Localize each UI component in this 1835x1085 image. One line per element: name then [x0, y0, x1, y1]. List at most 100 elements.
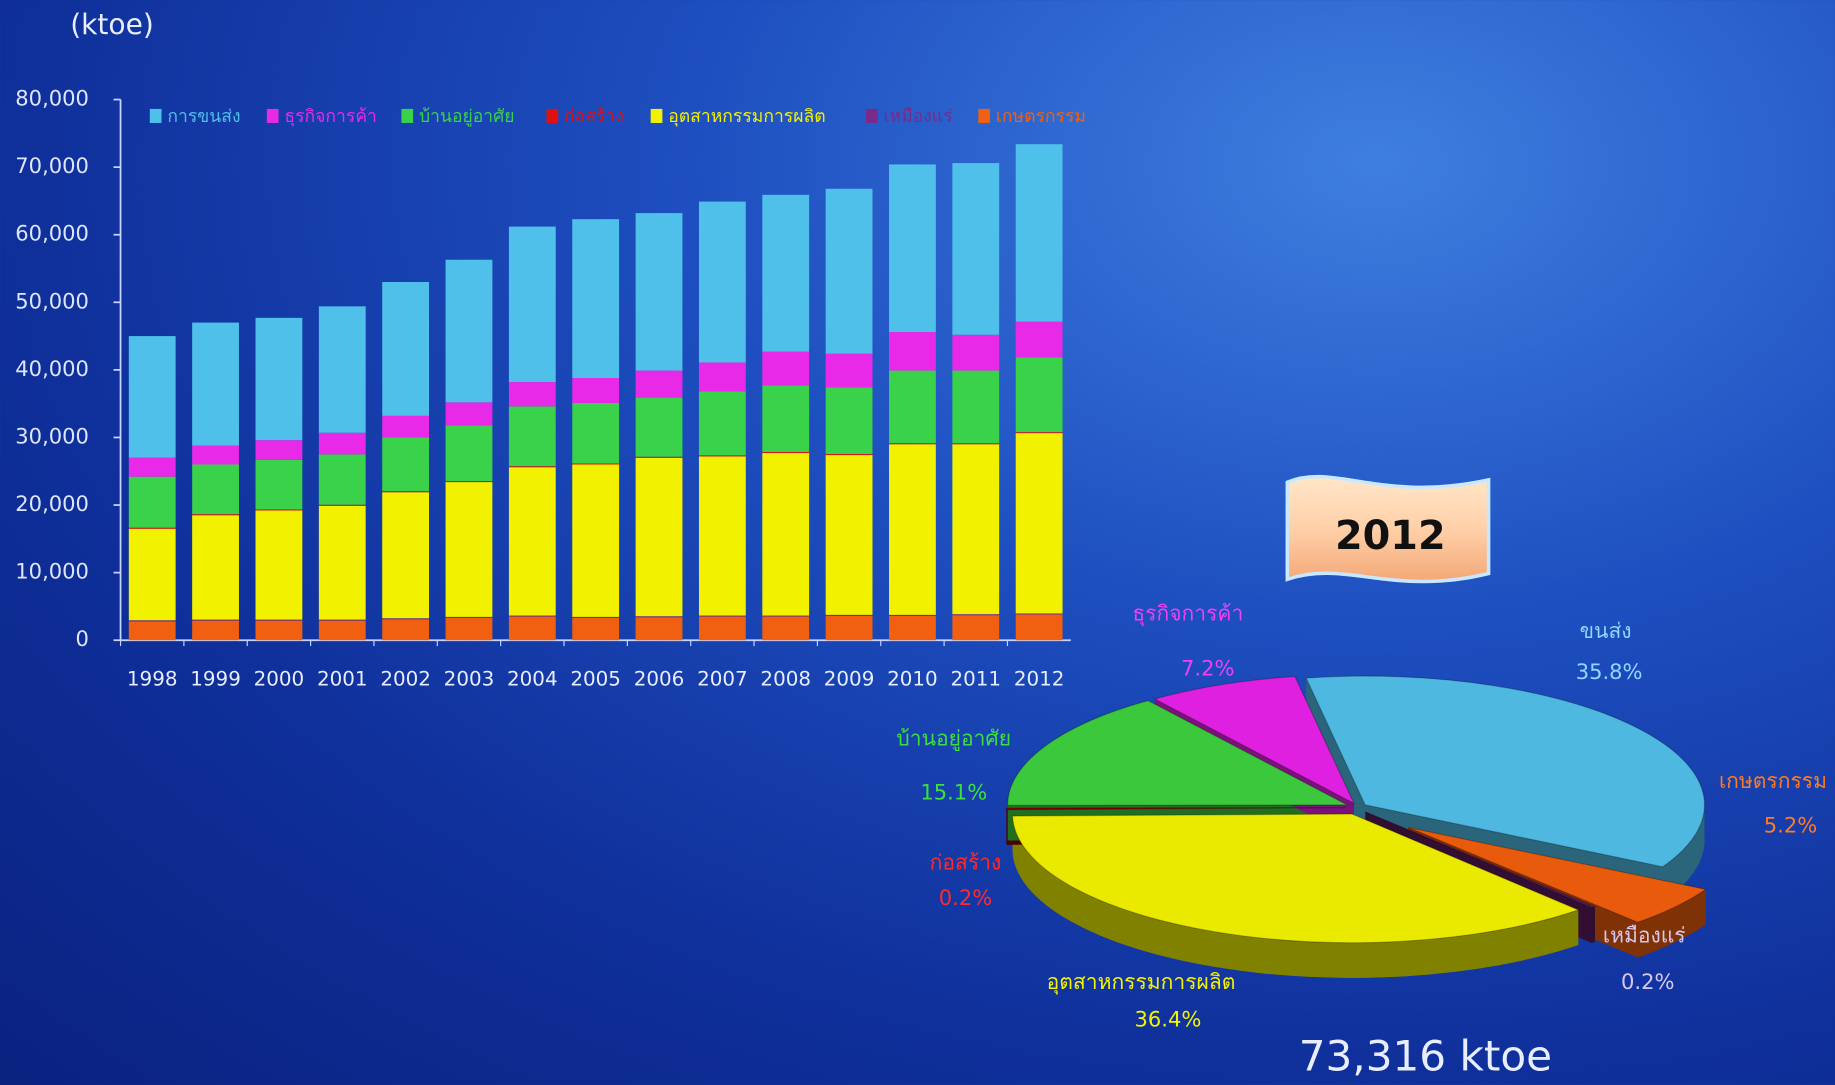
x-tick-label: 2002 — [380, 668, 431, 691]
bar-segment — [382, 437, 430, 492]
bar-segment — [762, 351, 810, 386]
bar-segment — [128, 476, 176, 528]
bar-segment — [825, 353, 873, 388]
y-tick-label: 0 — [76, 626, 89, 651]
bar-segment — [382, 282, 430, 416]
bar-segment — [318, 620, 366, 641]
y-tick-label: 40,000 — [15, 356, 89, 381]
bar-segment — [445, 481, 493, 483]
bar-segment — [445, 616, 493, 618]
bar-segment — [1015, 432, 1063, 434]
x-tick-label: 2005 — [570, 668, 621, 691]
bar-segment — [635, 617, 683, 641]
legend-swatch — [650, 108, 663, 123]
bar-segment — [635, 397, 683, 457]
pie-category-label: ขนส่ง — [1580, 618, 1632, 643]
bar-segment — [952, 370, 1000, 444]
bar-segment — [698, 615, 746, 617]
legend-swatch — [266, 108, 279, 123]
bar-segment — [192, 464, 239, 515]
bar-segment — [635, 616, 683, 618]
bar-segment — [445, 482, 493, 617]
legend-swatch — [401, 108, 414, 123]
bar-segment — [508, 467, 556, 616]
bar-segment — [825, 614, 873, 616]
bar-segment — [572, 463, 620, 465]
bar-segment — [318, 619, 366, 621]
legend-label: ก่อสร้าง — [564, 107, 624, 127]
x-tick-label: 2008 — [760, 668, 811, 691]
bar-segment — [889, 615, 936, 641]
bar-segment — [1015, 433, 1063, 614]
bar-segment — [382, 492, 430, 619]
bar-segment — [445, 259, 493, 403]
bar-segment — [128, 620, 176, 622]
bar-segment — [128, 527, 176, 529]
bar-segment — [572, 219, 620, 378]
bar-segment — [382, 619, 430, 641]
pie-value-label: 35.8% — [1576, 659, 1643, 684]
x-tick-label: 2000 — [254, 668, 305, 691]
pie-slice — [1407, 826, 1708, 923]
bar-segment — [128, 457, 176, 477]
bar-segment — [825, 615, 873, 641]
pie-category-label: ก่อสร้าง — [930, 850, 1002, 875]
bar-segment — [698, 391, 746, 456]
bar-segment — [508, 226, 556, 383]
bar-segment — [698, 201, 746, 363]
bar-segment — [128, 621, 176, 641]
x-tick-label: 2009 — [824, 668, 875, 691]
bar-segment — [255, 440, 303, 460]
bar-segment — [762, 615, 810, 617]
bar-segment — [825, 454, 873, 456]
bar-segment — [762, 194, 810, 352]
bar-segment — [825, 455, 873, 615]
legend-label: บ้านอยู่อาศัย — [419, 107, 515, 127]
bar-segment — [382, 491, 430, 493]
bar-segment — [889, 370, 936, 444]
bar-segment — [128, 528, 176, 621]
bar-segment — [825, 387, 873, 455]
bar-segment — [952, 334, 1000, 371]
pie-slice — [1005, 807, 1346, 811]
bar-segment — [192, 619, 239, 621]
bar-segment — [889, 164, 936, 333]
bar-segment — [952, 615, 1000, 641]
pie-slice — [1305, 675, 1706, 868]
bar-segment — [255, 619, 303, 621]
x-tick-label: 2011 — [950, 668, 1001, 691]
bar-segment — [572, 464, 620, 617]
bar-segment — [382, 618, 430, 620]
legend-label: เกษตรกรรม — [996, 107, 1086, 127]
bar-segment — [1015, 614, 1063, 641]
bar-segment — [382, 415, 430, 438]
bar-segment — [762, 616, 810, 641]
bar-segment — [255, 509, 303, 511]
bar-segment — [1015, 357, 1063, 433]
bar-segment — [508, 615, 556, 617]
y-tick-label: 80,000 — [15, 86, 89, 111]
x-tick-label: 1999 — [190, 668, 241, 691]
bar-segment — [192, 322, 239, 446]
bar-segment — [635, 457, 683, 617]
pie-slice — [1153, 675, 1356, 805]
bar-segment — [318, 432, 366, 455]
x-tick-label: 2004 — [507, 668, 558, 691]
x-tick-label: 2001 — [317, 668, 368, 691]
pie-slice-side — [1662, 804, 1705, 902]
bar-segment — [952, 444, 1000, 615]
bar-segment — [572, 617, 620, 641]
y-axis-label: (ktoe) — [70, 8, 154, 41]
pie-category-label: อุตสาหกรรมการผลิต — [1047, 969, 1236, 995]
pie-category-label: บ้านอยู่อาศัย — [896, 726, 1011, 752]
bar-segment — [889, 332, 936, 371]
bar-segment — [192, 620, 239, 641]
bar-segment — [192, 445, 239, 465]
pie-slice-side — [1012, 816, 1579, 978]
bar-segment — [762, 385, 810, 452]
legend-swatch — [866, 108, 878, 123]
bar-segment — [635, 213, 683, 371]
bar-segment — [572, 377, 620, 403]
